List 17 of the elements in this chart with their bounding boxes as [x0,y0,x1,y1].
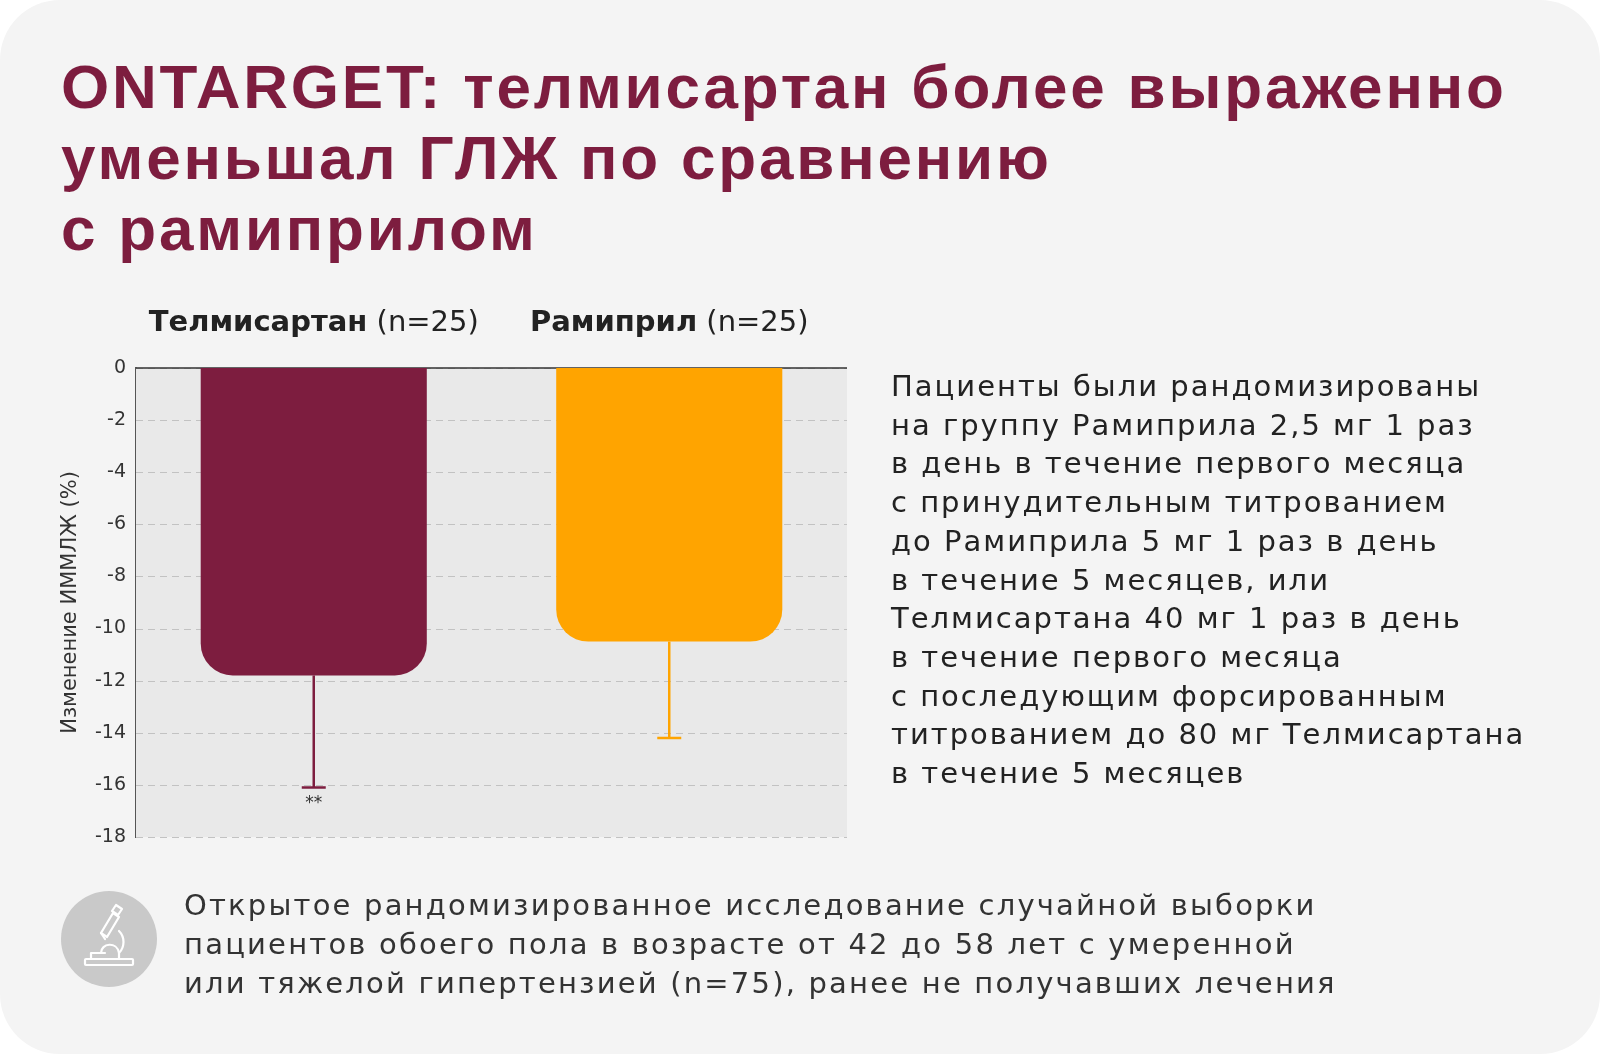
y-tick-label: -16 [94,771,126,794]
y-tick-label: -6 [107,511,126,534]
x-tick-label: Телмисартан (n=25) [148,303,479,338]
y-tick-label: -18 [94,823,126,846]
text: Пациенты были рандомизированы на группу Рамиприла 2,5 мг 1 раз в день в течение первого месяца с принудительным титрованием до Рамиприла 5 мг 1 раз в день в течение 5 месяцев, или Телмисартана 40 мг 1 раз в день в течение первого месяца с последующим форсированным титрованием до 80 мг Телмисартана в течение 5 месяцев [891,369,1526,791]
y-tick-label: -8 [107,563,126,586]
x-tick-label: Рамиприл (n=25) [529,303,809,338]
y-tick-label: 0 [113,354,126,377]
y-tick-label: -14 [94,719,126,742]
y-tick-label: -4 [107,459,126,482]
y-tick-label: -10 [94,615,126,638]
y-tick-label: -2 [107,407,126,430]
y-axis-title: Изменение ИММЛЖ (%) [57,471,82,734]
annotation: ** [305,792,323,813]
text: Открытое рандомизированное исследование случайной выборки пациентов обоего пола в возрасте от 42 до 58 лет с умеренной или тяжелой гипертензией (n=75), ранее не получавших лечения [184,887,1337,1002]
chart-title: ONTARGET: телмисартан более выраженно уменьшал ГЛЖ по сравнению с рамиприлом [61,51,1507,264]
y-tick-label: -12 [94,667,126,690]
